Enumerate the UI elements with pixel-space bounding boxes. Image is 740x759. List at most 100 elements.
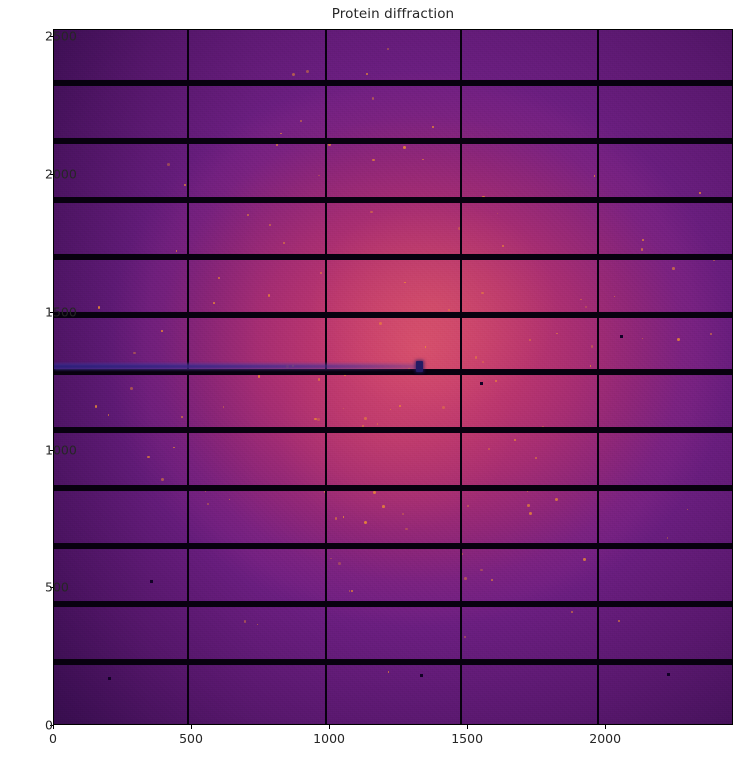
- bragg-peak: [710, 332, 713, 335]
- dead-pixel: [479, 382, 483, 386]
- detector-row-gap: [53, 600, 733, 607]
- y-axis-tick: [49, 587, 53, 589]
- beamstop-shadow-streak-core: [53, 365, 421, 369]
- bragg-peak: [699, 192, 701, 194]
- bragg-peak: [464, 635, 467, 639]
- bragg-peak: [405, 527, 408, 531]
- bragg-peak: [299, 119, 303, 122]
- beamstop-blob: [415, 360, 423, 372]
- bragg-peak: [642, 337, 644, 339]
- bragg-peak: [672, 266, 675, 270]
- detector-col-gap: [459, 29, 463, 725]
- detector-row-gap: [53, 427, 733, 434]
- bragg-peak: [480, 291, 484, 295]
- bragg-peak: [594, 175, 596, 177]
- bragg-peak: [387, 48, 390, 51]
- bragg-peak: [175, 250, 178, 252]
- bragg-peak: [676, 338, 680, 342]
- detector-row-gap: [53, 485, 733, 492]
- bragg-peak: [571, 611, 574, 614]
- bragg-peak: [334, 517, 338, 521]
- bragg-peak: [642, 238, 645, 241]
- bragg-peak: [441, 406, 445, 410]
- bragg-peak: [464, 577, 468, 581]
- bragg-peak: [305, 69, 309, 73]
- bragg-peak: [482, 195, 485, 199]
- bragg-peak: [369, 210, 373, 214]
- bragg-peak: [382, 505, 385, 508]
- page-title: Protein diffraction: [331, 6, 455, 22]
- x-axis-tick: [53, 725, 54, 729]
- bragg-peak: [640, 248, 644, 251]
- x-axis-tick: [467, 725, 469, 729]
- bragg-peak: [494, 380, 497, 383]
- bragg-peak: [501, 244, 505, 248]
- bragg-peak: [403, 145, 406, 149]
- bragg-peak: [350, 589, 354, 593]
- x-axis-tick: [191, 725, 193, 729]
- bragg-peak: [133, 351, 136, 355]
- diffraction-halo-vignette: [53, 29, 733, 725]
- bragg-peak: [364, 416, 367, 420]
- detector-col-gap: [186, 29, 190, 725]
- bragg-peak: [130, 387, 133, 390]
- bragg-peak: [402, 513, 404, 515]
- x-axis-tick: [605, 725, 607, 729]
- bragg-peak: [147, 455, 150, 459]
- bragg-peak: [320, 272, 323, 275]
- bragg-peak: [318, 174, 320, 177]
- x-axis-tick-label: 2000: [589, 731, 622, 746]
- bragg-peak: [624, 368, 626, 370]
- dead-pixel: [149, 580, 153, 584]
- bragg-peak: [362, 424, 365, 427]
- y-axis-tick: [49, 311, 53, 313]
- bragg-peak: [467, 505, 470, 508]
- bragg-peak: [206, 502, 210, 506]
- bragg-peak: [280, 132, 282, 135]
- bragg-peak: [184, 184, 186, 186]
- diffraction-image-axes[interactable]: [53, 29, 733, 725]
- bragg-peak: [535, 456, 537, 459]
- bragg-peak: [528, 511, 532, 515]
- bragg-peak: [246, 213, 249, 216]
- bragg-peak: [256, 623, 258, 626]
- bragg-peak: [372, 159, 375, 162]
- bragg-peak: [613, 295, 616, 298]
- bragg-peak: [474, 356, 478, 359]
- bragg-peak: [257, 375, 261, 378]
- y-axis-tick: [49, 725, 53, 726]
- bragg-peak: [173, 446, 175, 449]
- bragg-peak: [388, 671, 390, 673]
- bragg-peak: [161, 477, 165, 481]
- bragg-peak: [267, 293, 271, 297]
- bragg-peak: [314, 417, 317, 421]
- detector-row-gap: [53, 80, 733, 87]
- bragg-peak: [583, 558, 586, 561]
- bragg-peak: [330, 557, 332, 560]
- bragg-peak: [338, 562, 341, 566]
- bragg-peak: [379, 321, 383, 326]
- x-axis-tick-label: 500: [179, 731, 203, 746]
- bragg-peak: [618, 620, 621, 622]
- bragg-peak: [432, 126, 434, 128]
- bragg-peak: [458, 227, 461, 230]
- bragg-peak: [317, 378, 320, 381]
- bragg-peak: [399, 405, 401, 407]
- bragg-peak: [108, 414, 110, 416]
- bragg-peak: [514, 439, 516, 441]
- bragg-peak: [490, 578, 493, 581]
- bragg-peak: [167, 163, 170, 166]
- bragg-peak: [282, 242, 285, 244]
- y-axis-tick: [49, 449, 53, 451]
- bragg-peak: [487, 448, 490, 450]
- bragg-peak: [666, 537, 668, 539]
- bragg-peak: [496, 213, 498, 215]
- bragg-peak: [371, 96, 375, 100]
- bragg-peak: [541, 426, 544, 429]
- bragg-peak: [376, 423, 379, 425]
- x-axis-tick-label: 1000: [313, 731, 345, 746]
- bragg-peak: [580, 298, 582, 301]
- x-axis-tick-label: 0: [49, 731, 57, 746]
- bragg-peak: [364, 521, 367, 525]
